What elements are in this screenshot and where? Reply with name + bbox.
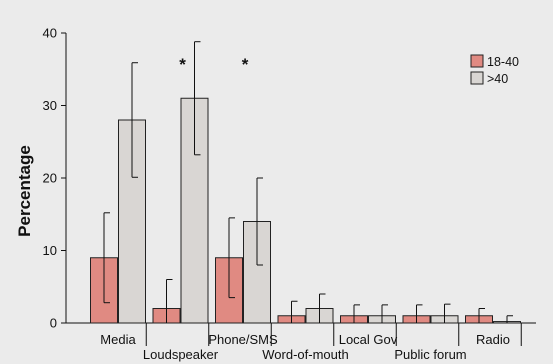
significance-marks: * * (179, 55, 249, 74)
bars (90, 97, 521, 324)
legend-label: >40 (487, 72, 508, 86)
x-tick-label: Loudspeaker (143, 347, 219, 362)
legend-swatch (470, 54, 484, 68)
significance-mark: * (242, 55, 249, 74)
y-axis-title: Percentage (15, 145, 34, 237)
x-tick-labels: Media LoudspeakerPhone/SMSWord-of-mouthLo… (100, 332, 510, 362)
legend: 18-40 >40 (470, 54, 519, 86)
significance-mark: * (179, 55, 186, 74)
y-tick-label: 40 (43, 26, 57, 41)
legend-label: 18-40 (487, 55, 519, 69)
y-tick-label: 30 (43, 98, 57, 113)
x-tick-label: Public forum (394, 347, 466, 362)
x-tick-label: Word-of-mouth (262, 347, 348, 362)
error-bars (103, 41, 513, 323)
y-tick-label: 20 (43, 171, 57, 186)
y-tick-label: 10 (43, 243, 57, 258)
y-tick-label: 0 (50, 316, 57, 331)
x-tick-label: Media (100, 332, 136, 347)
x-tick-label: Phone/SMS (208, 332, 278, 347)
x-tick-label: Local Gov (339, 332, 398, 347)
legend-swatch (470, 71, 484, 85)
x-tick-label: Radio (476, 332, 510, 347)
